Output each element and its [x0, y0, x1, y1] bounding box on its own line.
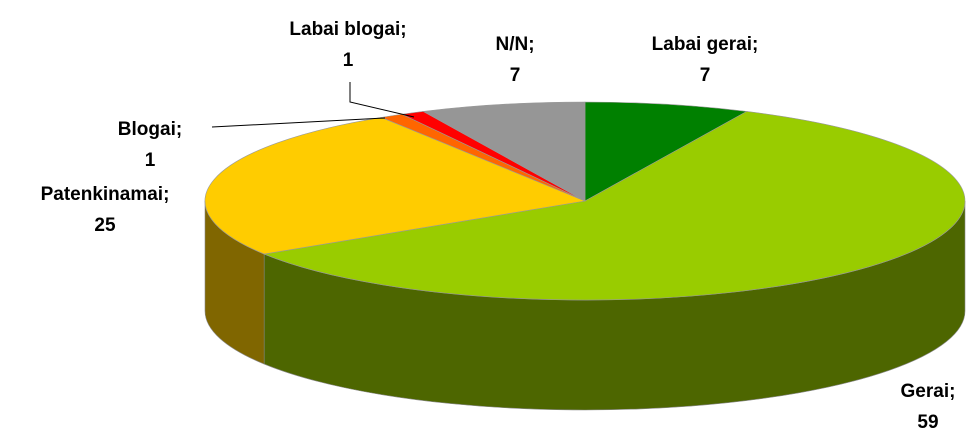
slice-value: 1 — [343, 50, 354, 71]
slice-label: Gerai; — [901, 381, 956, 402]
slice-label: Labai blogai; — [289, 19, 406, 40]
slice-label: Patenkinamai; — [41, 184, 170, 205]
leader-line — [349, 82, 415, 118]
slice-value: 7 — [510, 65, 521, 86]
slice — [263, 111, 966, 301]
slice — [584, 101, 748, 202]
slice-value: 59 — [917, 412, 938, 433]
slice-label: Blogai; — [118, 119, 182, 140]
slice-label: N/N; — [495, 34, 534, 55]
slice-value: 1 — [145, 150, 156, 171]
slice — [422, 101, 586, 202]
slice-value: 7 — [700, 65, 711, 86]
slice-label: Labai gerai; — [652, 34, 759, 55]
slice — [204, 117, 587, 255]
slice-value: 25 — [94, 215, 116, 236]
leader-line — [211, 117, 386, 128]
